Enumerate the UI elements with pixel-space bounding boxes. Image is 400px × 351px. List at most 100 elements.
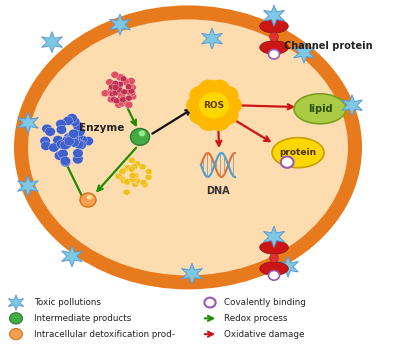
Circle shape: [116, 88, 122, 94]
Circle shape: [64, 133, 74, 142]
Circle shape: [68, 129, 79, 138]
Circle shape: [64, 137, 74, 146]
Circle shape: [60, 157, 70, 166]
Circle shape: [140, 179, 147, 186]
Circle shape: [128, 88, 135, 94]
Polygon shape: [62, 246, 82, 267]
Ellipse shape: [272, 138, 324, 168]
Polygon shape: [278, 256, 298, 277]
Circle shape: [186, 96, 208, 115]
Circle shape: [268, 271, 280, 280]
Polygon shape: [182, 263, 202, 284]
Circle shape: [62, 136, 73, 145]
Circle shape: [69, 138, 79, 147]
Circle shape: [123, 178, 130, 185]
Circle shape: [70, 117, 80, 126]
Circle shape: [107, 96, 115, 103]
Circle shape: [73, 154, 83, 163]
Text: Oxidative damage: Oxidative damage: [224, 330, 304, 339]
Circle shape: [123, 189, 130, 196]
Text: ROS: ROS: [204, 101, 224, 110]
Circle shape: [141, 181, 148, 188]
Polygon shape: [202, 28, 222, 49]
Circle shape: [116, 88, 124, 95]
Circle shape: [124, 88, 132, 95]
Circle shape: [132, 181, 139, 187]
Circle shape: [108, 85, 116, 92]
Circle shape: [189, 86, 211, 105]
Circle shape: [60, 158, 71, 167]
Circle shape: [112, 90, 119, 95]
Circle shape: [208, 80, 230, 99]
Circle shape: [116, 87, 123, 93]
Circle shape: [49, 143, 59, 152]
Circle shape: [73, 149, 83, 158]
Circle shape: [124, 88, 132, 95]
Text: Enzyme: Enzyme: [79, 123, 125, 133]
Circle shape: [121, 89, 128, 95]
Circle shape: [53, 135, 63, 145]
Circle shape: [54, 151, 65, 160]
Ellipse shape: [260, 41, 288, 54]
Circle shape: [119, 168, 126, 175]
Circle shape: [112, 89, 120, 96]
Circle shape: [129, 176, 136, 183]
Circle shape: [268, 49, 280, 59]
Circle shape: [139, 131, 145, 136]
Circle shape: [77, 135, 87, 144]
Circle shape: [198, 112, 220, 131]
Circle shape: [127, 78, 135, 85]
Text: Intracellular detoxification prod-: Intracellular detoxification prod-: [34, 330, 175, 339]
Circle shape: [120, 167, 127, 173]
Circle shape: [113, 98, 120, 104]
Circle shape: [67, 114, 77, 123]
Polygon shape: [110, 14, 130, 35]
Circle shape: [10, 329, 22, 340]
Circle shape: [124, 165, 132, 171]
Circle shape: [63, 116, 73, 125]
Circle shape: [110, 85, 118, 92]
Circle shape: [109, 91, 116, 97]
Circle shape: [121, 78, 129, 85]
Polygon shape: [294, 42, 314, 63]
Circle shape: [119, 176, 126, 183]
Circle shape: [130, 128, 150, 145]
Circle shape: [112, 85, 119, 91]
Circle shape: [220, 96, 242, 115]
Circle shape: [208, 112, 230, 131]
Circle shape: [76, 140, 86, 150]
Circle shape: [70, 135, 80, 144]
Ellipse shape: [28, 19, 348, 276]
Circle shape: [112, 80, 119, 86]
Circle shape: [73, 121, 83, 131]
Ellipse shape: [270, 253, 278, 263]
Ellipse shape: [260, 262, 288, 275]
Circle shape: [126, 82, 134, 89]
Circle shape: [134, 178, 141, 184]
Text: Toxic pollutions: Toxic pollutions: [34, 298, 101, 307]
Circle shape: [115, 83, 123, 90]
Circle shape: [80, 193, 96, 207]
Circle shape: [199, 92, 229, 118]
Circle shape: [108, 92, 116, 99]
Text: protein: protein: [280, 148, 316, 157]
Circle shape: [41, 141, 51, 151]
Circle shape: [124, 179, 131, 186]
Ellipse shape: [270, 32, 278, 42]
Circle shape: [129, 172, 136, 179]
Circle shape: [117, 81, 124, 87]
Circle shape: [281, 157, 294, 168]
Circle shape: [134, 161, 141, 167]
Circle shape: [125, 84, 132, 90]
Circle shape: [124, 100, 132, 107]
Circle shape: [66, 133, 77, 142]
Circle shape: [128, 157, 136, 164]
Circle shape: [112, 97, 120, 104]
Circle shape: [132, 181, 139, 187]
Circle shape: [75, 127, 85, 136]
Text: Redox process: Redox process: [224, 314, 288, 323]
Text: lipid: lipid: [308, 104, 332, 114]
Circle shape: [120, 97, 126, 102]
Circle shape: [101, 90, 109, 97]
Circle shape: [111, 71, 119, 78]
